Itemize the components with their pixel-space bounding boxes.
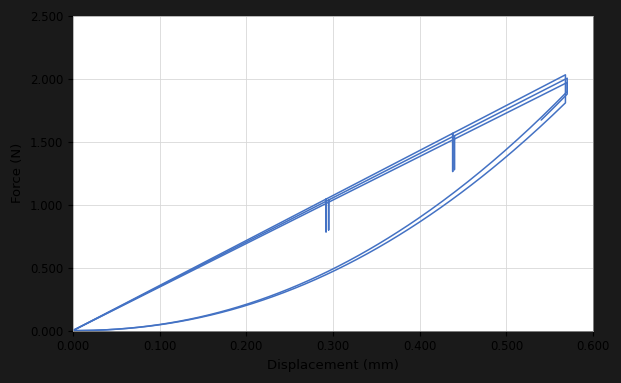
X-axis label: Displacement (mm): Displacement (mm)	[267, 359, 399, 372]
Y-axis label: Force (N): Force (N)	[11, 143, 24, 203]
